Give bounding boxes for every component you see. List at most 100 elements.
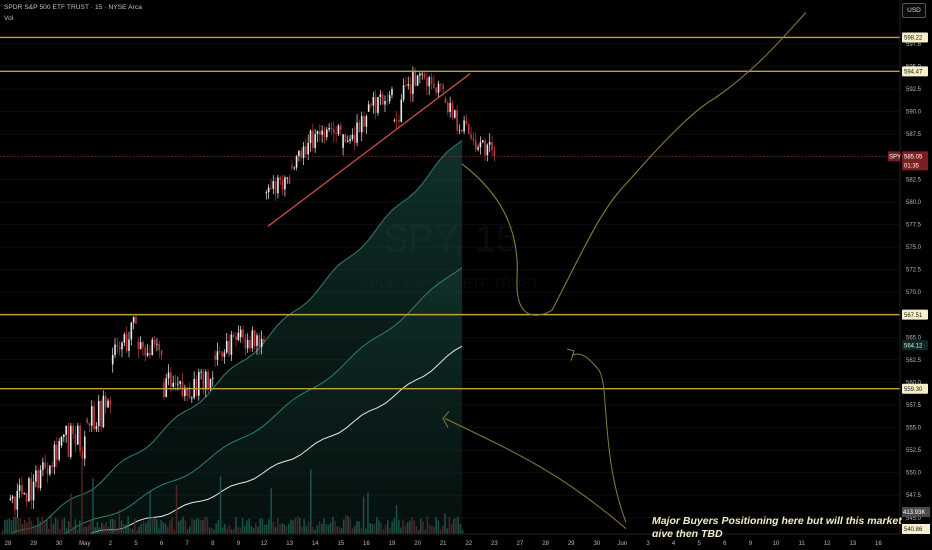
volume-bar	[450, 523, 453, 534]
price-tick-label: 587.5	[906, 132, 922, 138]
candle-body	[465, 120, 468, 125]
volume-bar	[79, 520, 81, 534]
candle-body	[491, 142, 493, 151]
symbol-title[interactable]: SPDR S&P 500 ETF TRUST · 15 · NYSE Arca	[4, 4, 142, 11]
volume-bar	[290, 519, 292, 534]
candle-body	[104, 395, 107, 408]
volume-bar	[98, 527, 101, 534]
candle-body	[177, 383, 179, 385]
volume-bar	[233, 529, 235, 534]
arrow-to-support-1	[571, 353, 627, 523]
volume-bar	[230, 529, 233, 534]
time-tick-label: 30	[593, 541, 600, 547]
candle-body	[335, 133, 337, 135]
volume-bar	[455, 518, 457, 534]
volume-bar	[382, 529, 385, 534]
currency-button[interactable]: USD	[902, 3, 926, 18]
ma-mid-band	[0, 267, 462, 550]
volume-bar	[140, 523, 143, 534]
time-tick-label: 9	[237, 541, 241, 547]
candle-body	[467, 124, 470, 135]
volume-bar	[136, 529, 138, 534]
price-tick-label: 557.5	[906, 403, 922, 409]
candle-body	[363, 116, 365, 127]
volume-bar	[30, 520, 33, 534]
projection-path	[461, 12, 807, 316]
price-tick-label: 570.0	[906, 290, 922, 296]
price-tick-label: 577.5	[906, 222, 922, 228]
candle-body	[412, 71, 414, 94]
level-price-tag-bg	[902, 66, 928, 77]
level-price-tag-bg	[902, 383, 928, 394]
candle-body	[486, 144, 489, 156]
volume-bar	[175, 485, 178, 534]
volume-bar	[340, 528, 343, 534]
candle-body	[246, 339, 249, 349]
candle-body	[444, 98, 447, 103]
time-tick-label: 28	[542, 541, 549, 547]
volume-bar	[415, 525, 418, 534]
volume-bar	[123, 524, 125, 534]
candle-body	[360, 116, 363, 133]
candle-body	[81, 451, 84, 459]
volume-bar	[54, 517, 57, 534]
time-tick-label: 16	[875, 541, 882, 547]
volume-bar	[362, 496, 365, 534]
candle-body	[328, 127, 330, 130]
candle-body	[272, 181, 275, 189]
volume-bar	[439, 529, 442, 534]
volume-bar	[21, 524, 24, 534]
volume-bar	[96, 522, 99, 534]
ma-price-tag: 564.12	[904, 343, 923, 349]
level-price-tag: 567.51	[904, 313, 923, 319]
volume-bar	[81, 460, 83, 534]
volume-bar	[200, 519, 202, 534]
candle-body	[423, 73, 426, 78]
volume-indicator-label[interactable]: Vol	[4, 15, 14, 22]
time-tick-label: 6	[160, 541, 164, 547]
level-price-tag: 559.30	[904, 387, 923, 393]
volume-bar	[283, 524, 286, 534]
volume-bar	[182, 516, 184, 534]
candle-body	[435, 87, 437, 93]
candle-body	[428, 77, 431, 87]
candle-body	[316, 131, 319, 135]
candle-body	[367, 104, 370, 112]
time-tick-label: 3	[646, 541, 650, 547]
candle-body	[16, 490, 19, 510]
candle-body	[384, 101, 386, 105]
volume-bar	[19, 518, 22, 534]
volume-bar	[131, 528, 134, 534]
price-tick-label: 575.0	[906, 245, 922, 251]
volume-bar	[85, 526, 88, 534]
volume-bar	[204, 516, 206, 534]
volume-bar	[116, 528, 118, 534]
volume-bar	[197, 518, 200, 534]
candle-body	[437, 83, 440, 93]
candle-body	[149, 352, 151, 356]
candle-body	[265, 192, 268, 193]
candle-body	[49, 465, 51, 475]
volume-bar	[347, 516, 349, 534]
volume-bar	[435, 516, 437, 534]
volume-bar	[57, 519, 59, 534]
volume-bar	[422, 521, 424, 534]
price-tick-label: 560.0	[906, 380, 922, 386]
volume-bar	[59, 528, 61, 534]
time-tick-label: 12	[261, 541, 268, 547]
candle-body	[440, 83, 442, 85]
candle-body	[211, 377, 214, 379]
candle-body	[323, 130, 326, 138]
candle-body	[291, 165, 293, 168]
candles	[9, 66, 496, 518]
candle-body	[391, 89, 393, 96]
volume-bar	[112, 518, 114, 534]
candle-body	[386, 101, 389, 102]
volume-bar	[420, 518, 422, 534]
candle-body	[86, 418, 88, 423]
volume-bar	[272, 521, 275, 534]
price-tick-label: 562.5	[906, 358, 922, 364]
volume-bar	[107, 526, 110, 534]
